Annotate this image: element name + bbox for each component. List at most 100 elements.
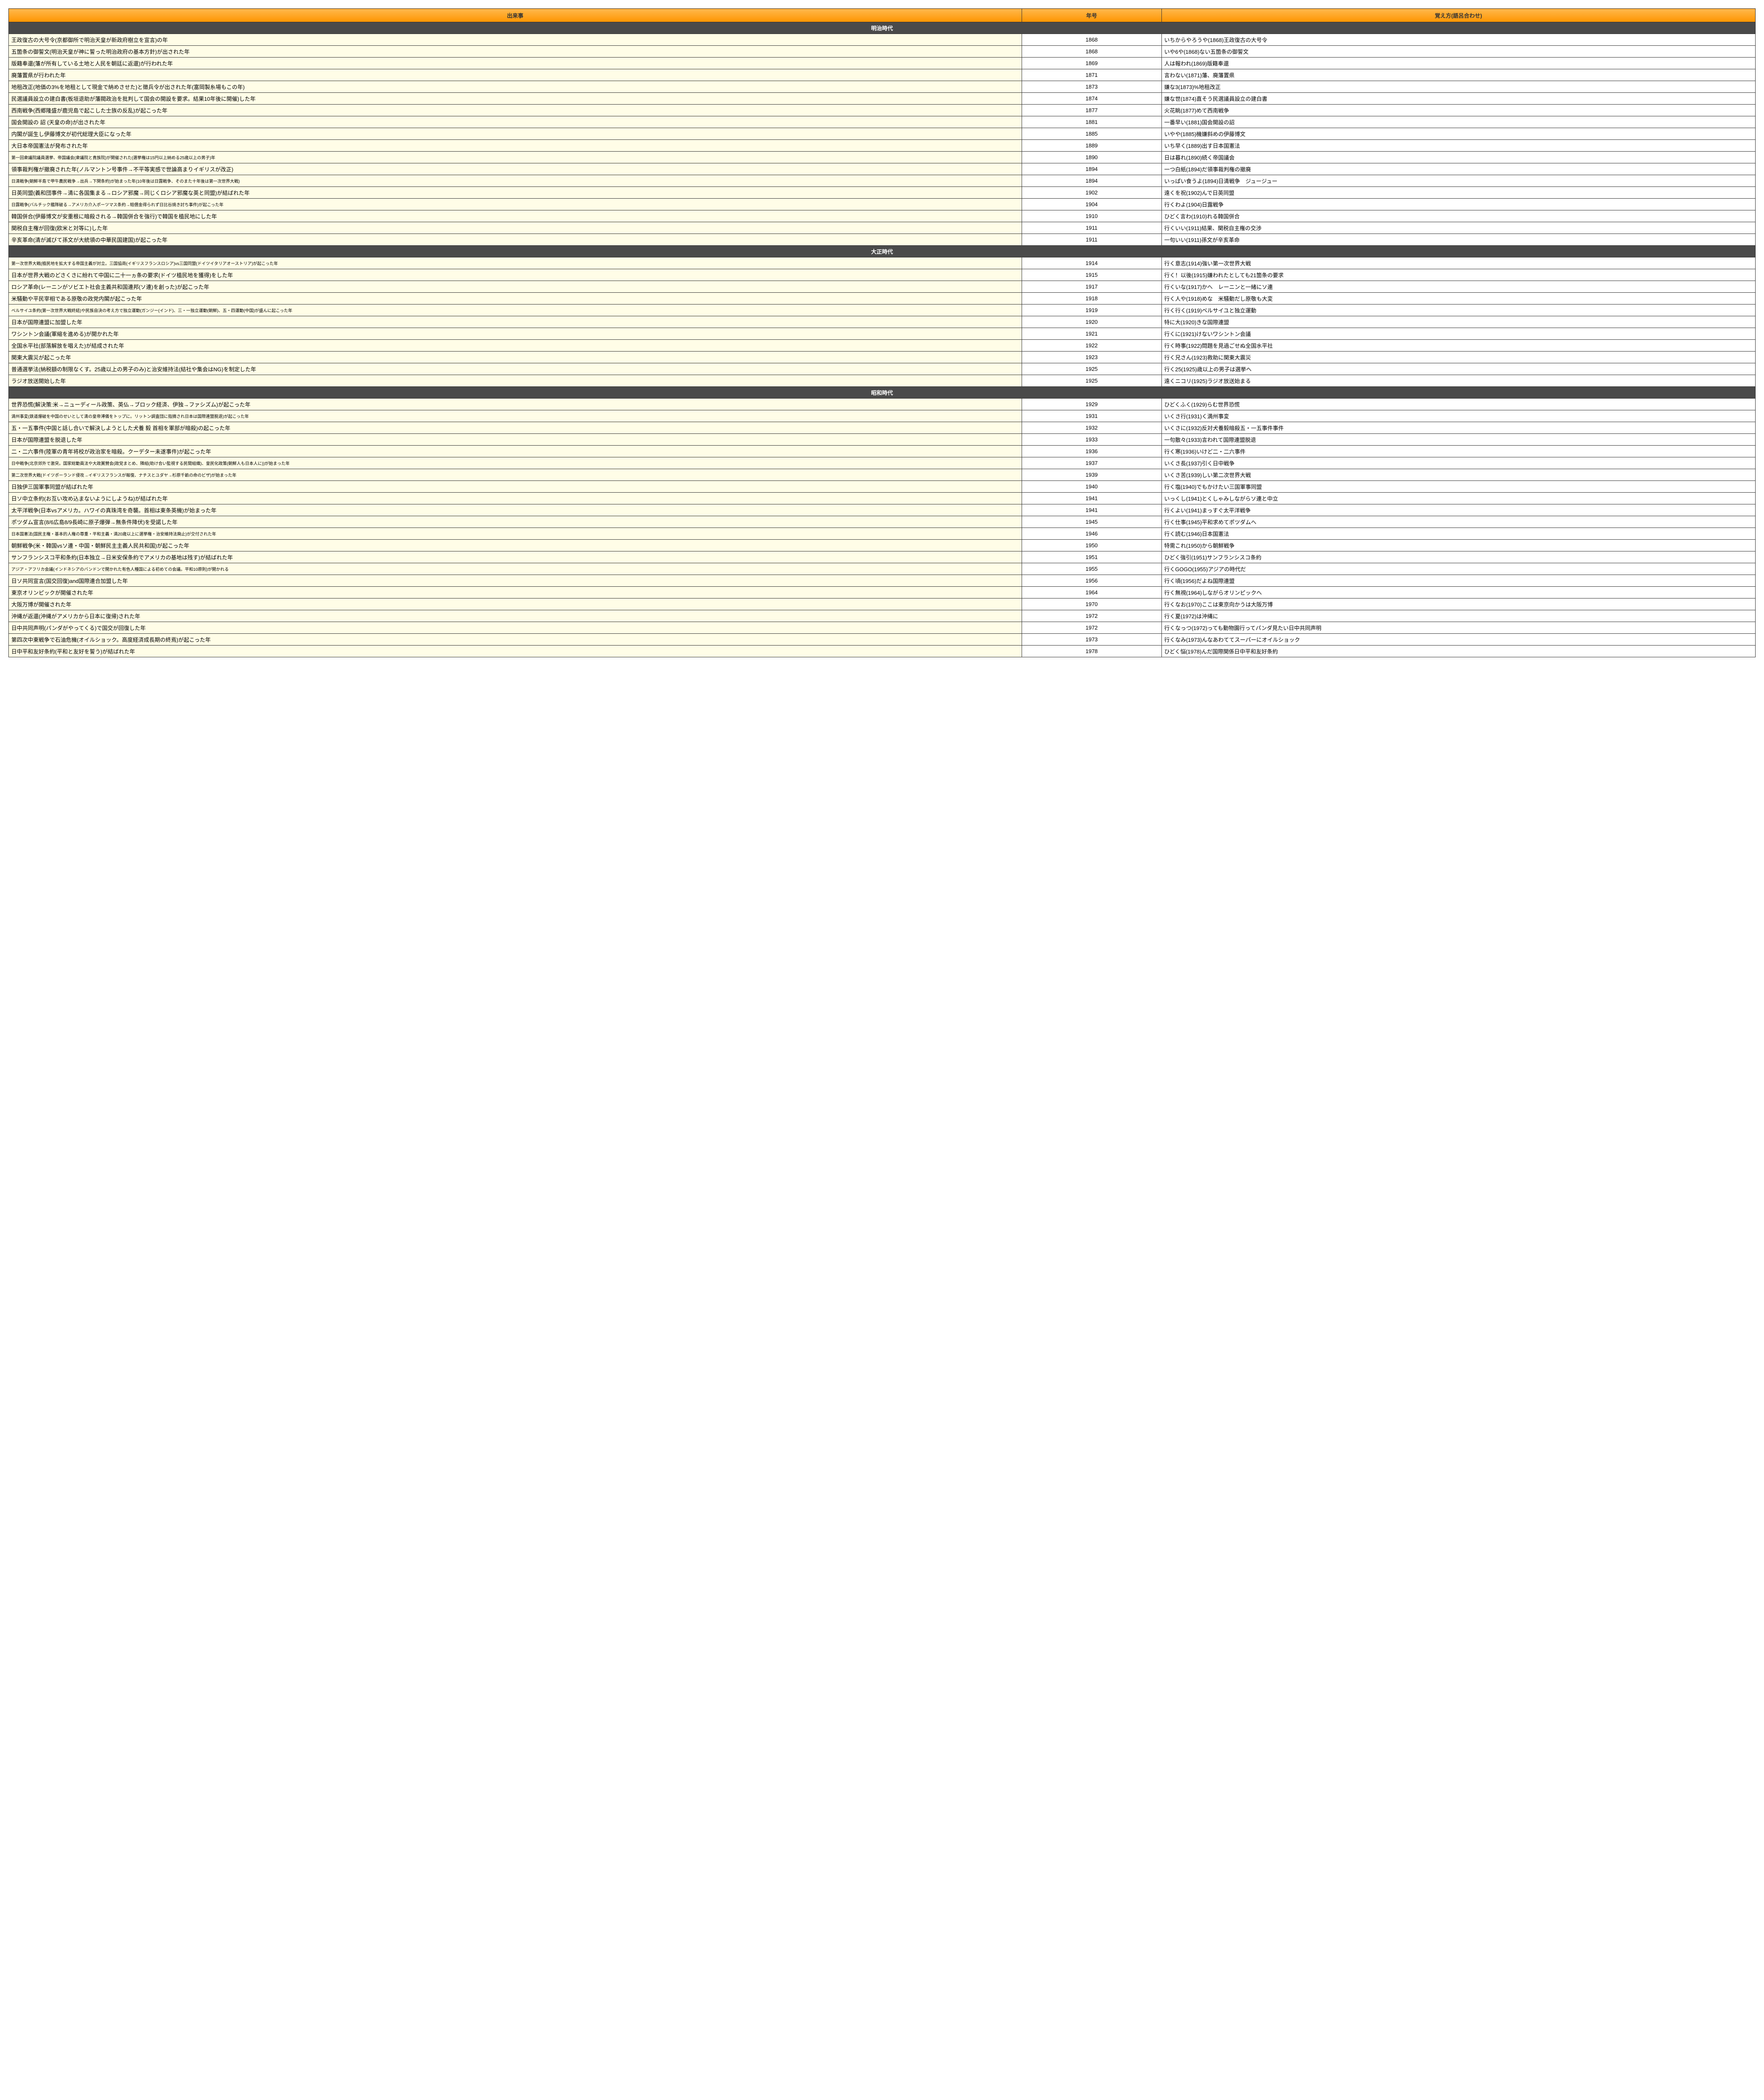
table-row: 第四次中東戦争で石油危機(オイルショック。高度経済成長期の終焉)が起こった年19… xyxy=(9,634,1756,646)
mnemonic-cell: いち早く(1889)出す日本国憲法 xyxy=(1161,140,1755,152)
mnemonic-cell: 行くGOGO(1955)アジアの時代だ xyxy=(1161,563,1755,575)
table-row: 米騒動や平民宰相である原敬の政党内閣が起こった年1918行く人や(1918)めな… xyxy=(9,293,1756,304)
mnemonic-cell: 行くいい(1911)結果、関税自主権の交渉 xyxy=(1161,222,1755,234)
year-cell: 1922 xyxy=(1022,340,1161,352)
event-cell: 民選議員設立の建白書(板垣退助が藩閥政治を批判して国会の開設を要求。結果10年後… xyxy=(9,93,1022,105)
mnemonic-cell: 行く時事(1922)問題を見過ごせぬ全国水平社 xyxy=(1161,340,1755,352)
table-row: 二・二六事件(陸軍の青年将校が政治家を暗殺。クーデター未遂事件)が起こった年19… xyxy=(9,446,1756,457)
event-cell: 日英同盟(義和団事件→清に各国集まる→ロシア邪魔→同じくロシア邪魔な英と同盟)が… xyxy=(9,187,1022,199)
table-row: 日本が世界大戦のどさくさに紛れて中国に二十一ヵ条の要求(ドイツ植民地を獲得)をし… xyxy=(9,269,1756,281)
mnemonic-cell: 行く行く(1919)ベルサイユと独立運動 xyxy=(1161,304,1755,316)
year-cell: 1881 xyxy=(1022,116,1161,128)
table-row: ワシントン会議(軍縮を進める)が開かれた年1921行くに(1921)けないワシン… xyxy=(9,328,1756,340)
year-cell: 1936 xyxy=(1022,446,1161,457)
event-cell: ポツダム宣言(8/6広島8/9長崎に原子爆弾→無条件降伏)を受諾した年 xyxy=(9,516,1022,528)
event-cell: 日中戦争(北京郊外で激突。国家総動員法や大政翼賛会(政党まとめ、隣組(助け合い監… xyxy=(9,457,1022,469)
mnemonic-cell: 行くなっつ(1972)っても動物園行ってパンダ見たい日中共同声明 xyxy=(1161,622,1755,634)
mnemonic-cell: ひどく言わ(1910)れる韓国併合 xyxy=(1161,210,1755,222)
event-cell: 日ソ中立条約(お互い攻め込まないようにしようね)が結ばれた年 xyxy=(9,493,1022,504)
event-cell: 第四次中東戦争で石油危機(オイルショック。高度経済成長期の終焉)が起こった年 xyxy=(9,634,1022,646)
table-row: 大日本帝国憲法が発布された年1889いち早く(1889)出す日本国憲法 xyxy=(9,140,1756,152)
table-row: 地租改正(地価の3%を地租として現金で納めさせた)と徴兵令が出された年(富岡製糸… xyxy=(9,81,1756,93)
table-row: 沖縄が返還(沖縄がアメリカから日本に復帰)された年1972行く夏(1972)は沖… xyxy=(9,610,1756,622)
history-table: 出来事 年号 覚え方(語呂合わせ) 明治時代王政復古の大号令(京都御所で明治天皇… xyxy=(8,8,1756,657)
mnemonic-cell: 行くなみ(1973)んなあわててスーパーにオイルショック xyxy=(1161,634,1755,646)
mnemonic-cell: 火花眺(1877)めて西南戦争 xyxy=(1161,105,1755,116)
table-row: サンフランシスコ平和条約(日本独立→日米安保条約でアメリカの基地は残す)が結ばれ… xyxy=(9,551,1756,563)
table-row: 関東大震災が起こった年1923行く兄さん(1923)救助に関東大震災 xyxy=(9,352,1756,363)
year-cell: 1877 xyxy=(1022,105,1161,116)
event-cell: 日本が国際連盟を脱退した年 xyxy=(9,434,1022,446)
event-cell: 米騒動や平民宰相である原敬の政党内閣が起こった年 xyxy=(9,293,1022,304)
year-cell: 1973 xyxy=(1022,634,1161,646)
mnemonic-cell: ひどく悩(1978)んだ国際関係日中平和友好条約 xyxy=(1161,646,1755,657)
mnemonic-cell: いっぱい食うよ(1894)日清戦争 ジュージュー xyxy=(1161,175,1755,187)
mnemonic-cell: 行く無視(1964)しながらオリンピックへ xyxy=(1161,587,1755,598)
mnemonic-cell: 行く読む(1946)日本国憲法 xyxy=(1161,528,1755,540)
event-cell: 日清戦争(朝鮮半島で甲午農民戦争→出兵→下関条約)が始まった年(10年後は日露戦… xyxy=(9,175,1022,187)
event-cell: ワシントン会議(軍縮を進める)が開かれた年 xyxy=(9,328,1022,340)
mnemonic-cell: 特に大(1920)きな国際連盟 xyxy=(1161,316,1755,328)
table-row: 日本が国際連盟に加盟した年1920特に大(1920)きな国際連盟 xyxy=(9,316,1756,328)
table-row: 廃藩置県が行われた年1871言わない(1871)藩、廃藩置県 xyxy=(9,69,1756,81)
year-cell: 1917 xyxy=(1022,281,1161,293)
event-cell: 内閣が誕生し伊藤博文が初代総理大臣になった年 xyxy=(9,128,1022,140)
year-cell: 1874 xyxy=(1022,93,1161,105)
table-row: 日清戦争(朝鮮半島で甲午農民戦争→出兵→下関条約)が始まった年(10年後は日露戦… xyxy=(9,175,1756,187)
event-cell: ラジオ放送開始した年 xyxy=(9,375,1022,387)
mnemonic-cell: 言わない(1871)藩、廃藩置県 xyxy=(1161,69,1755,81)
event-cell: 王政復古の大号令(京都御所で明治天皇が新政府樹立を宣言)の年 xyxy=(9,34,1022,46)
mnemonic-cell: ひどくふく(1929)らむ世界恐慌 xyxy=(1161,399,1755,410)
event-cell: 日本国憲法(国民主権・基本的人権の尊重・平和主義・満20歳以上に選挙権・治安維持… xyxy=(9,528,1022,540)
event-cell: 廃藩置県が行われた年 xyxy=(9,69,1022,81)
table-row: 日中戦争(北京郊外で激突。国家総動員法や大政翼賛会(政党まとめ、隣組(助け合い監… xyxy=(9,457,1756,469)
year-cell: 1894 xyxy=(1022,163,1161,175)
year-cell: 1932 xyxy=(1022,422,1161,434)
mnemonic-cell: 遠くを祝(1902)んで日英同盟 xyxy=(1161,187,1755,199)
year-cell: 1941 xyxy=(1022,493,1161,504)
mnemonic-cell: 行くわよ(1904)日露戦争 xyxy=(1161,199,1755,210)
event-cell: 西南戦争(西郷隆盛が鹿児島で起こした士族の反乱)が起こった年 xyxy=(9,105,1022,116)
year-cell: 1925 xyxy=(1022,375,1161,387)
event-cell: 日ソ共同宣言(国交回復)and国際連合加盟した年 xyxy=(9,575,1022,587)
table-row: 国会開設の 詔 (天皇の命)が出された年1881一番早い(1881)国会開設の詔 xyxy=(9,116,1756,128)
table-row: 領事裁判権が撤廃された年(ノルマントン号事件→不平等実感で世論高まりイギリスが改… xyxy=(9,163,1756,175)
event-cell: 地租改正(地価の3%を地租として現金で納めさせた)と徴兵令が出された年(富岡製糸… xyxy=(9,81,1022,93)
mnemonic-cell: いくさ行(1931)く満州事変 xyxy=(1161,410,1755,422)
year-cell: 1923 xyxy=(1022,352,1161,363)
table-row: ベルサイユ条約(第一次世界大戦終結)や民族自決の考え方で独立運動(ガンジー(イン… xyxy=(9,304,1756,316)
mnemonic-cell: 行く仕事(1945)平和求めてポツダムへ xyxy=(1161,516,1755,528)
year-cell: 1951 xyxy=(1022,551,1161,563)
table-row: 日独伊三国軍事同盟が結ばれた年1940行く塩(1940)でもかけたい三国軍事同盟 xyxy=(9,481,1756,493)
mnemonic-cell: いちからやろうや(1868)王政復古の大号令 xyxy=(1161,34,1755,46)
table-row: 日中平和友好条約(平和と友好を誓う)が結ばれた年1978ひどく悩(1978)んだ… xyxy=(9,646,1756,657)
event-cell: 関東大震災が起こった年 xyxy=(9,352,1022,363)
year-cell: 1911 xyxy=(1022,234,1161,246)
header-year: 年号 xyxy=(1022,9,1161,22)
year-cell: 1939 xyxy=(1022,469,1161,481)
event-cell: 第一回衆議院議員選挙、帝国議会(衆議院と貴族院)が開催された(選挙権は15円以上… xyxy=(9,152,1022,163)
table-row: アジア・アフリカ会議(インドネシアのバンドンで開かれた有色人種国による初めての会… xyxy=(9,563,1756,575)
year-cell: 1970 xyxy=(1022,598,1161,610)
year-cell: 1950 xyxy=(1022,540,1161,551)
event-cell: 大日本帝国憲法が発布された年 xyxy=(9,140,1022,152)
table-row: ロシア革命(レーニンがソビエト社会主義共和国連邦(ソ連)を創った)が起こった年1… xyxy=(9,281,1756,293)
year-cell: 1931 xyxy=(1022,410,1161,422)
event-cell: 五箇条の御誓文(明治天皇が神に誓った明治政府の基本方針)が出された年 xyxy=(9,46,1022,58)
mnemonic-cell: 嫌な世(1874)直そう民選議員設立の建白書 xyxy=(1161,93,1755,105)
mnemonic-cell: いっくし(1941)とくしゃみしながらソ連と中立 xyxy=(1161,493,1755,504)
table-row: 日英同盟(義和団事件→清に各国集まる→ロシア邪魔→同じくロシア邪魔な英と同盟)が… xyxy=(9,187,1756,199)
mnemonic-cell: 行く寒(1936)いけど二・二六事件 xyxy=(1161,446,1755,457)
event-cell: 辛亥革命(清が滅びて孫文が大統領の中華民国建国)が起こった年 xyxy=(9,234,1022,246)
year-cell: 1911 xyxy=(1022,222,1161,234)
event-cell: 日中平和友好条約(平和と友好を誓う)が結ばれた年 xyxy=(9,646,1022,657)
mnemonic-cell: いくさ苦(1939)しい第二次世界大戦 xyxy=(1161,469,1755,481)
table-row: 日露戦争(バルチック艦隊破る→アメリカ介入ポーツマス条約→賠償金得られず日比谷焼… xyxy=(9,199,1756,210)
event-cell: 大阪万博が開催された年 xyxy=(9,598,1022,610)
table-row: 第一回衆議院議員選挙、帝国議会(衆議院と貴族院)が開催された(選挙権は15円以上… xyxy=(9,152,1756,163)
header-mnemonic: 覚え方(語呂合わせ) xyxy=(1161,9,1755,22)
event-cell: 沖縄が返還(沖縄がアメリカから日本に復帰)された年 xyxy=(9,610,1022,622)
year-cell: 1964 xyxy=(1022,587,1161,598)
mnemonic-cell: 行く25(1925)歳以上の男子は選挙へ xyxy=(1161,363,1755,375)
year-cell: 1933 xyxy=(1022,434,1161,446)
